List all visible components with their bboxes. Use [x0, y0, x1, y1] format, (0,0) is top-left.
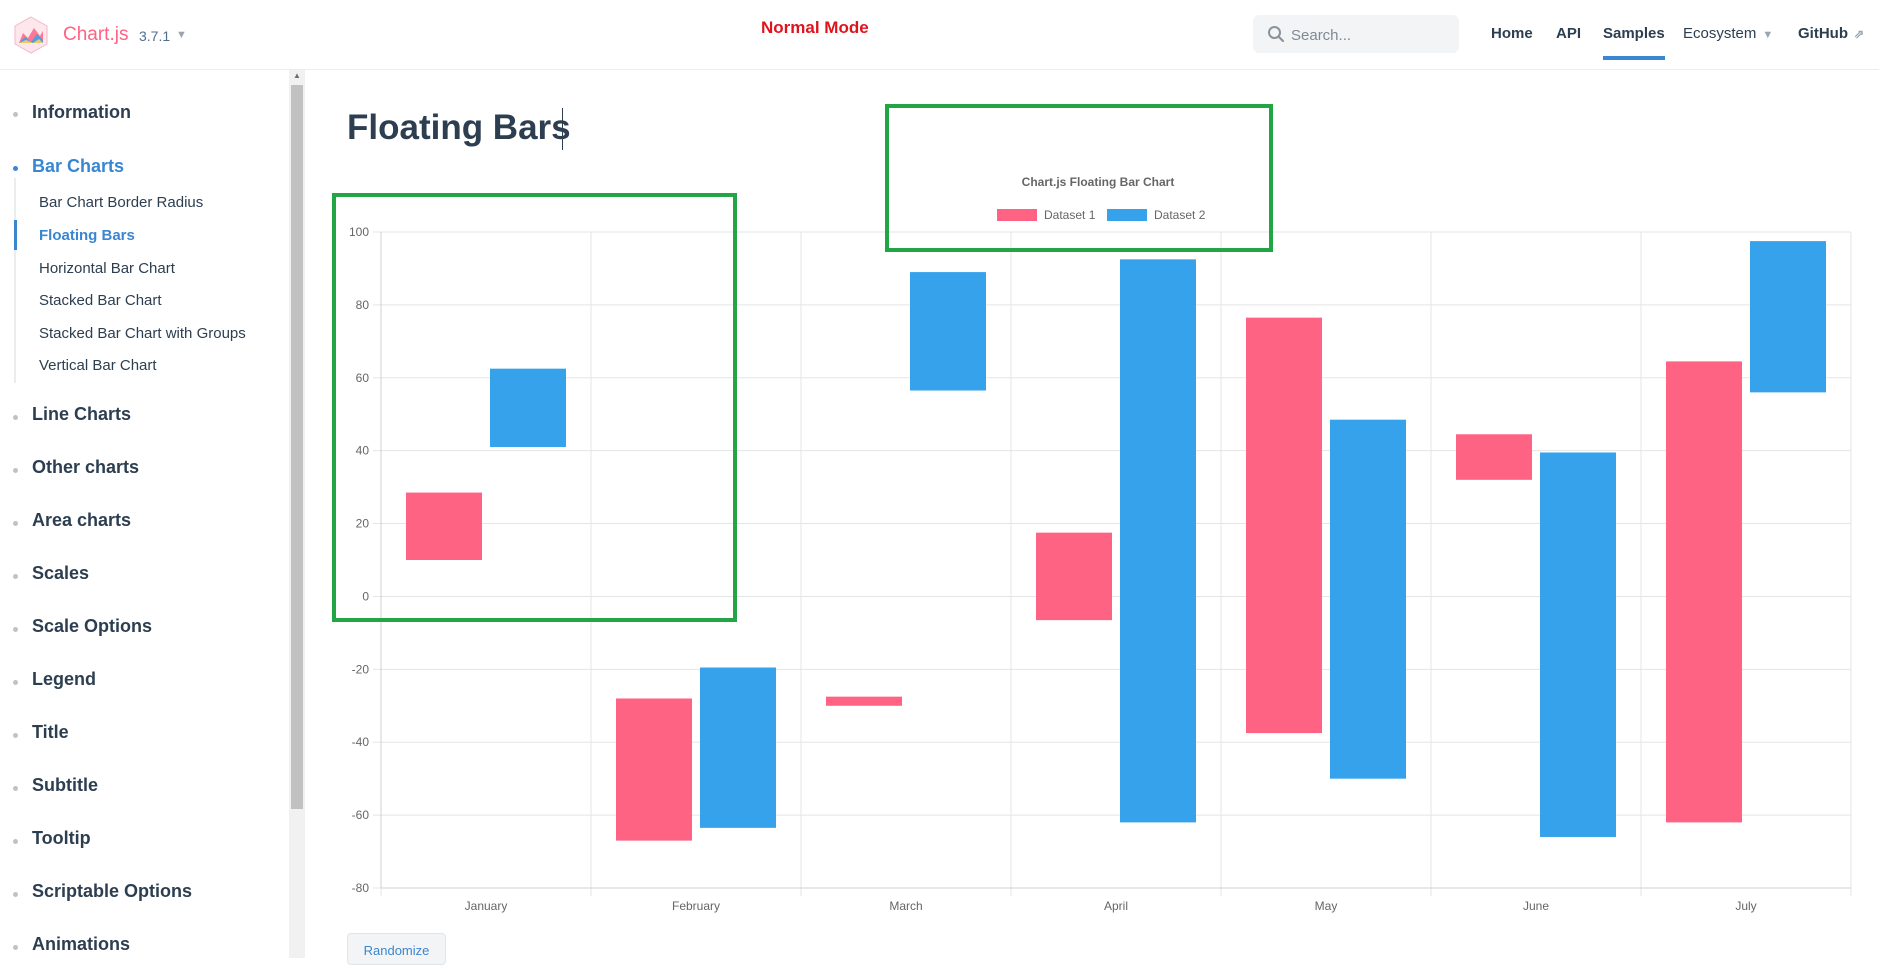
bullet-icon: [13, 112, 18, 117]
sidebar-section-scriptable-options[interactable]: Scriptable Options: [32, 881, 193, 901]
sidebar-item-vertical-bar-chart[interactable]: Vertical Bar Chart: [39, 357, 157, 374]
y-tick-label: 80: [356, 298, 370, 312]
x-tick-label: June: [1523, 899, 1549, 913]
bullet-icon: [13, 415, 18, 420]
randomize-button[interactable]: Randomize: [347, 933, 446, 965]
bullet-icon: [13, 839, 18, 844]
bullet-icon: [13, 786, 18, 791]
x-tick-label: April: [1104, 899, 1128, 913]
sidebar-section-other-charts[interactable]: Other charts: [32, 457, 140, 477]
bar-dataset2: [1540, 452, 1616, 837]
bullet-icon: [13, 627, 18, 632]
nav-github-label: GitHub: [1798, 25, 1848, 42]
nav-samples[interactable]: Samples: [1603, 25, 1665, 60]
search-icon: [1268, 26, 1285, 43]
active-item-indicator: [14, 220, 17, 250]
sidebar-item-stacked-bar-chart[interactable]: Stacked Bar Chart: [39, 292, 162, 309]
bullet-icon: [13, 680, 18, 685]
legend-swatch: [997, 209, 1037, 221]
sidebar-section-animations[interactable]: Animations: [32, 934, 131, 954]
chart-title: Chart.js Floating Bar Chart: [1022, 175, 1175, 189]
nav-home[interactable]: Home: [1491, 25, 1533, 42]
legend-label: Dataset 1: [1044, 208, 1096, 222]
y-tick-label: -80: [352, 881, 370, 895]
x-tick-label: January: [465, 899, 508, 913]
sidebar-item-bar-chart-border-radius[interactable]: Bar Chart Border Radius: [39, 194, 204, 211]
search-input[interactable]: [1289, 24, 1453, 46]
bar-dataset2: [700, 667, 776, 828]
bar-dataset2: [1330, 419, 1406, 779]
version-select[interactable]: 3.7.1: [139, 28, 171, 44]
highlight-box-legend: [885, 104, 1273, 252]
nav-api[interactable]: API: [1556, 25, 1582, 42]
top-navbar: Chart.js 3.7.1 ▼ Normal Mode Home API Sa…: [0, 0, 1879, 70]
bullet-icon: [13, 521, 18, 526]
bullet-icon: [13, 574, 18, 579]
sidebar-section-bar-charts[interactable]: Bar Charts: [32, 156, 125, 176]
mode-label: Normal Mode: [761, 18, 869, 37]
bullet-icon: [13, 945, 18, 950]
sidebar-section-legend[interactable]: Legend: [32, 669, 97, 689]
bar-dataset1: [616, 698, 692, 841]
bar-dataset1: [1666, 361, 1742, 823]
scroll-up-arrow-icon[interactable]: ▲: [293, 71, 301, 80]
bullet-icon: [13, 166, 18, 171]
bar-dataset2: [490, 368, 566, 448]
bar-dataset1: [826, 696, 902, 706]
legend-label: Dataset 2: [1154, 208, 1206, 222]
sidebar-section-information[interactable]: Information: [32, 102, 131, 122]
bar-dataset1: [1456, 434, 1532, 480]
y-tick-label: 40: [356, 444, 370, 458]
sub-nav-rail: [14, 178, 16, 383]
bar-dataset2: [1120, 259, 1196, 823]
sidebar-item-stacked-bar-chart-with-groups[interactable]: Stacked Bar Chart with Groups: [39, 325, 246, 342]
y-tick-label: 60: [356, 371, 370, 385]
bullet-icon: [13, 468, 18, 473]
x-tick-label: February: [672, 899, 720, 913]
nav-ecosystem-label: Ecosystem: [1683, 25, 1757, 42]
chartjs-logo-icon[interactable]: [14, 16, 48, 54]
bar-dataset1: [406, 492, 482, 560]
floating-bar-chart[interactable]: Chart.js Floating Bar Chart Dataset 1 Data…: [320, 160, 1879, 940]
chevron-down-icon[interactable]: ▼: [176, 29, 187, 41]
legend-swatch: [1107, 209, 1147, 221]
sidebar-section-tooltip[interactable]: Tooltip: [32, 828, 91, 848]
y-tick-label: -20: [352, 662, 370, 676]
highlight-box-january: [332, 193, 737, 622]
x-tick-label: May: [1315, 899, 1338, 913]
y-tick-label: -40: [352, 735, 370, 749]
sidebar-item-horizontal-bar-chart[interactable]: Horizontal Bar Chart: [39, 260, 175, 277]
bullet-icon: [13, 733, 18, 738]
y-tick-label: 100: [349, 225, 369, 239]
nav-github[interactable]: GitHub ⇗: [1798, 25, 1864, 42]
brand-name[interactable]: Chart.js: [63, 24, 129, 45]
y-tick-label: 20: [356, 517, 370, 531]
external-link-icon: ⇗: [1854, 27, 1865, 41]
x-tick-label: March: [889, 899, 922, 913]
bar-dataset2: [910, 272, 986, 391]
sidebar-section-title[interactable]: Title: [32, 722, 69, 742]
sidebar-section-line-charts[interactable]: Line Charts: [32, 404, 132, 424]
bar-dataset1: [1246, 317, 1322, 734]
sidebar-section-scales[interactable]: Scales: [32, 563, 90, 583]
sidebar-section-scale-options[interactable]: Scale Options: [32, 616, 153, 636]
sidebar-section-area-charts[interactable]: Area charts: [32, 510, 132, 530]
x-tick-label: July: [1735, 899, 1756, 913]
chevron-down-icon: ▼: [1762, 29, 1774, 41]
bar-dataset2: [1750, 241, 1826, 393]
sidebar-section-subtitle[interactable]: Subtitle: [32, 775, 98, 795]
sidebar-item-floating-bars[interactable]: Floating Bars: [39, 227, 135, 244]
text-cursor: [562, 108, 563, 150]
search-box[interactable]: [1253, 15, 1459, 53]
nav-ecosystem[interactable]: Ecosystem ▼: [1683, 25, 1773, 42]
bar-dataset1: [1036, 532, 1112, 621]
page-title: Floating Bars: [347, 108, 571, 147]
sidebar-scrollbar-thumb[interactable]: [291, 85, 303, 809]
y-tick-label: 0: [362, 589, 369, 603]
sidebar: Information Bar Charts Bar Chart Border …: [0, 70, 291, 958]
y-tick-label: -60: [352, 808, 370, 822]
bullet-icon: [13, 892, 18, 897]
